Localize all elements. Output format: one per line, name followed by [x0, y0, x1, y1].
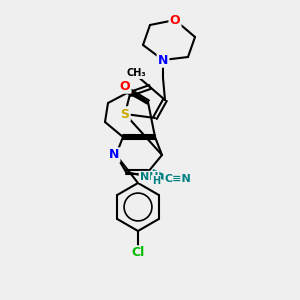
- Text: H: H: [152, 176, 160, 186]
- Text: Cl: Cl: [131, 247, 145, 260]
- Text: CH₃: CH₃: [126, 68, 146, 78]
- Text: C≡N: C≡N: [165, 174, 191, 184]
- Text: O: O: [120, 80, 130, 92]
- Text: O: O: [170, 14, 180, 26]
- Text: S: S: [121, 107, 130, 121]
- Text: NH: NH: [140, 172, 158, 182]
- Text: N: N: [109, 148, 119, 161]
- Text: N: N: [158, 53, 168, 67]
